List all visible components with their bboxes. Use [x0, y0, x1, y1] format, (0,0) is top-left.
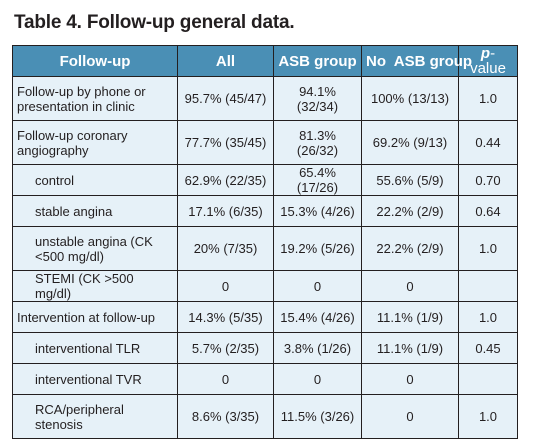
cell-p-value: 1.0 — [458, 301, 518, 333]
cell-no-asb: 55.6% (5/9) — [361, 164, 459, 196]
p-suffix: -value — [470, 45, 506, 77]
row-label: Follow-up by phone or presentation in cl… — [12, 76, 178, 121]
cell-no-asb: 100% (13/13) — [361, 76, 459, 121]
table-row: Intervention at follow-up 14.3% (5/35) 1… — [12, 301, 518, 333]
cell-no-asb: 0 — [361, 270, 459, 302]
cell-p-value: 0.64 — [458, 195, 518, 227]
cell-p-value: 1.0 — [458, 226, 518, 271]
cell-no-asb: 69.2% (9/13) — [361, 120, 459, 165]
cell-all: 20% (7/35) — [177, 226, 274, 271]
cell-p-value: 0.70 — [458, 164, 518, 196]
cell-no-asb: 11.1% (1/9) — [361, 301, 459, 333]
row-label: interventional TVR — [12, 363, 178, 395]
cell-asb: 0 — [273, 363, 362, 395]
cell-p-value: 1.0 — [458, 76, 518, 121]
p-italic: p — [480, 45, 491, 62]
table-row: Follow-up by phone or presentation in cl… — [12, 76, 518, 121]
cell-asb: 19.2% (5/26) — [273, 226, 362, 271]
cell-all: 62.9% (22/35) — [177, 164, 274, 196]
cell-all: 0 — [177, 363, 274, 395]
header-row: Follow-up All ASB group No ASB group p-v… — [12, 45, 518, 77]
table-row: Follow-up coronary angiography 77.7% (35… — [12, 120, 518, 165]
row-label: control — [12, 164, 178, 196]
table-row: interventional TVR 0 0 0 — [12, 363, 518, 395]
follow-up-table: Follow-up All ASB group No ASB group p-v… — [12, 45, 518, 439]
cell-all: 14.3% (5/35) — [177, 301, 274, 333]
table-row: unstable angina (CK <500 mg/dl) 20% (7/3… — [12, 226, 518, 271]
cell-p-value: 0.44 — [458, 120, 518, 165]
cell-p-value — [458, 270, 518, 302]
header-p-value: p-value — [458, 45, 518, 77]
table-row: interventional TLR 5.7% (2/35) 3.8% (1/2… — [12, 332, 518, 364]
table-row: RCA/peripheral stenosis 8.6% (3/35) 11.5… — [12, 394, 518, 439]
table-row: STEMI (CK >500 mg/dl) 0 0 0 — [12, 270, 518, 302]
header-asb-group: ASB group — [273, 45, 362, 77]
cell-no-asb: 0 — [361, 363, 459, 395]
cell-asb: 11.5% (3/26) — [273, 394, 362, 439]
cell-all: 5.7% (2/35) — [177, 332, 274, 364]
row-label: Follow-up coronary angiography — [12, 120, 178, 165]
cell-no-asb: 22.2% (2/9) — [361, 195, 459, 227]
row-label: stable angina — [12, 195, 178, 227]
cell-asb: 94.1% (32/34) — [273, 76, 362, 121]
cell-asb: 15.4% (4/26) — [273, 301, 362, 333]
row-label: RCA/peripheral stenosis — [12, 394, 178, 439]
cell-asb: 65.4% (17/26) — [273, 164, 362, 196]
cell-asb: 0 — [273, 270, 362, 302]
cell-all: 17.1% (6/35) — [177, 195, 274, 227]
cell-all: 8.6% (3/35) — [177, 394, 274, 439]
row-label: Intervention at follow-up — [12, 301, 178, 333]
cell-all: 0 — [177, 270, 274, 302]
cell-no-asb: 11.1% (1/9) — [361, 332, 459, 364]
table-row: stable angina 17.1% (6/35) 15.3% (4/26) … — [12, 195, 518, 227]
row-label: interventional TLR — [12, 332, 178, 364]
cell-all: 77.7% (35/45) — [177, 120, 274, 165]
cell-no-asb: 0 — [361, 394, 459, 439]
cell-asb: 81.3% (26/32) — [273, 120, 362, 165]
cell-all: 95.7% (45/47) — [177, 76, 274, 121]
cell-p-value: 0.45 — [458, 332, 518, 364]
header-follow-up: Follow-up — [12, 45, 178, 77]
header-all: All — [177, 45, 274, 77]
cell-no-asb: 22.2% (2/9) — [361, 226, 459, 271]
header-no-asb-group: No ASB group — [361, 45, 472, 77]
cell-asb: 3.8% (1/26) — [273, 332, 362, 364]
cell-asb: 15.3% (4/26) — [273, 195, 362, 227]
cell-p-value: 1.0 — [458, 394, 518, 439]
row-label: unstable angina (CK <500 mg/dl) — [12, 226, 178, 271]
row-label: STEMI (CK >500 mg/dl) — [12, 270, 178, 302]
table-title: Table 4. Follow-up general data. — [14, 12, 295, 33]
cell-p-value — [458, 363, 518, 395]
table-row: control 62.9% (22/35) 65.4% (17/26) 55.6… — [12, 164, 518, 196]
